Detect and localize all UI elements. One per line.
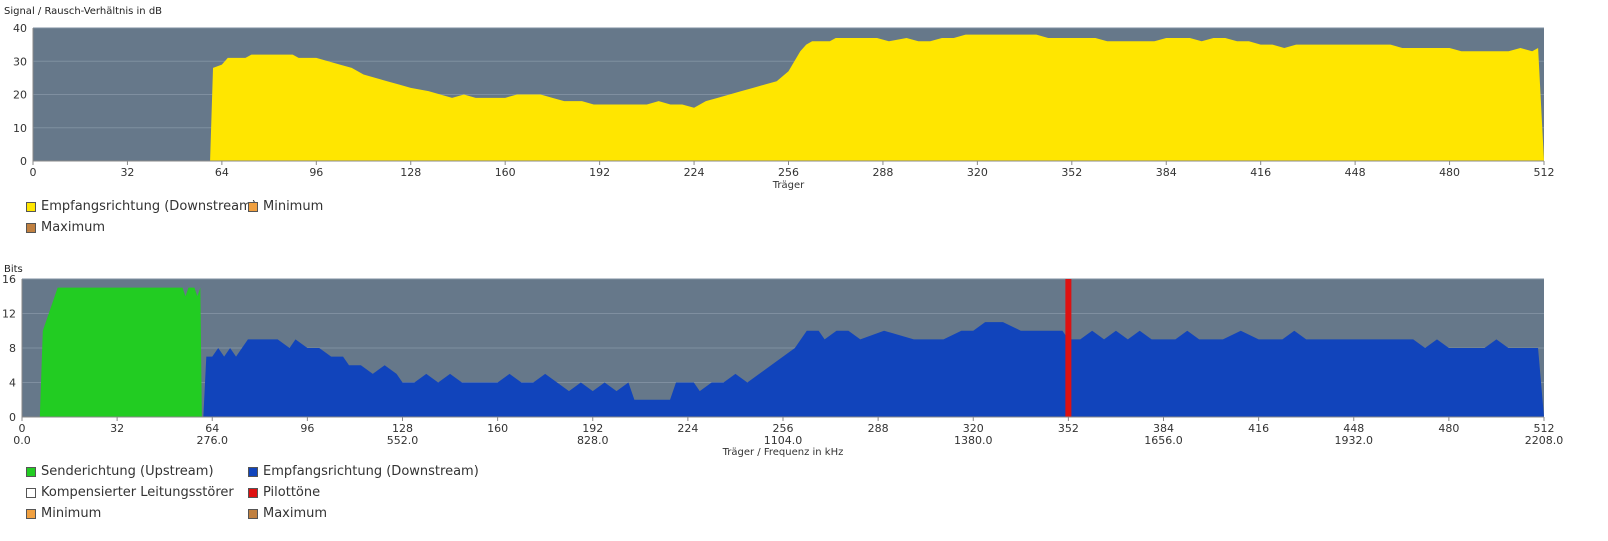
y-tick-label: 8 [9,342,16,355]
x-freq-tick-label: 1932.0 [1335,434,1374,447]
x-tick-label: 352 [1061,166,1082,179]
bits-ylabel: Bits [4,264,23,275]
x-tick-label: 96 [300,422,314,435]
y-tick-label: 4 [9,377,16,390]
x-tick-label: 224 [684,166,705,179]
x-tick-label: 96 [309,166,323,179]
series-area-empfangsrichtung-downstream- [210,34,1544,161]
snr-legend: Empfangsrichtung (Downstream) Minimum Maxi… [26,199,726,239]
legend-label: Minimum [263,199,324,214]
x-freq-tick-label: 1104.0 [764,434,803,447]
legend-item[interactable]: Kompensierter Leitungsstörer [26,485,234,500]
legend-item[interactable]: Pilottöne [248,485,320,500]
x-tick-label: 192 [582,422,603,435]
x-tick-label: 256 [773,422,794,435]
x-tick-label: 160 [487,422,508,435]
legend-swatch [248,466,258,477]
x-tick-label: 64 [215,166,229,179]
x-tick-label: 32 [110,422,124,435]
y-tick-label: 20 [13,89,27,102]
pilot-tone-bar [1065,279,1072,417]
x-tick-label: 0 [19,422,26,435]
x-tick-label: 64 [205,422,219,435]
x-freq-tick-label: 2208.0 [1525,434,1564,447]
x-freq-tick-label: 0.0 [13,434,31,447]
legend-item[interactable]: Empfangsrichtung (Downstream) [248,464,479,479]
legend-swatch [248,201,258,212]
x-tick-label: 512 [1534,422,1555,435]
x-tick-label: 448 [1343,422,1364,435]
x-tick-label: 480 [1438,422,1459,435]
snr-chart: 0 10 20 30 40 0 32 64 96 128 160 192 224 256 288 320 352… [13,22,1555,191]
legend-swatch [26,487,36,498]
x-tick-label: 480 [1439,166,1460,179]
x-tick-label: 512 [1534,166,1555,179]
y-tick-label: 10 [13,122,27,135]
x-tick-label: 448 [1345,166,1366,179]
y-tick-label: 16 [2,275,16,286]
y-tick-label: 30 [13,55,27,68]
x-tick-label: 0 [30,166,37,179]
x-tick-label: 320 [967,166,988,179]
legend-swatch [26,466,36,477]
series-area-empfangsrichtung-downstream- [203,322,1544,417]
legend-item[interactable]: Senderichtung (Upstream) [26,464,214,479]
legend-item[interactable]: Minimum [26,506,101,521]
x-tick-label: 160 [495,166,516,179]
x-tick-label: 352 [1058,422,1079,435]
legend-label: Maximum [41,220,106,235]
legend-item[interactable]: Minimum [248,199,323,214]
x-tick-label: 416 [1250,166,1271,179]
x-freq-tick-label: 828.0 [577,434,609,447]
x-tick-label: 128 [392,422,413,435]
x-freq-tick-label: 1656.0 [1144,434,1183,447]
legend-label: Empfangsrichtung (Downstream) [41,199,257,214]
legend-swatch [26,222,36,233]
legend-swatch [248,508,258,519]
x-tick-label: 224 [677,422,698,435]
legend-swatch [248,487,258,498]
legend-label: Minimum [41,506,102,521]
x-axis-label: Träger / Frequenz in kHz [722,447,844,458]
x-tick-label: 128 [400,166,421,179]
y-tick-label: 12 [2,308,16,321]
legend-item[interactable]: Maximum [26,220,105,235]
legend-label: Senderichtung (Upstream) [41,464,214,479]
legend-item[interactable]: Empfangsrichtung (Downstream) [26,199,257,214]
legend-item[interactable]: Maximum [248,506,327,521]
x-tick-label: 192 [589,166,610,179]
x-tick-label: 384 [1156,166,1177,179]
x-freq-tick-label: 1380.0 [954,434,993,447]
series-area-senderichtung-upstream- [39,287,202,417]
legend-label: Kompensierter Leitungsstörer [41,485,234,500]
bits-legend: Senderichtung (Upstream) Empfangsrichtung… [26,464,726,534]
x-tick-label: 256 [778,166,799,179]
x-tick-label: 288 [868,422,889,435]
y-tick-label: 0 [9,411,16,424]
legend-swatch [26,508,36,519]
x-freq-tick-label: 552.0 [387,434,419,447]
x-tick-label: 416 [1248,422,1269,435]
legend-label: Pilottöne [263,485,321,500]
x-tick-label: 384 [1153,422,1174,435]
x-tick-label: 320 [963,422,984,435]
legend-label: Maximum [263,506,328,521]
x-tick-label: 32 [120,166,134,179]
x-freq-tick-label: 276.0 [197,434,229,447]
snr-ylabel: Signal / Rausch-Verhältnis in dB [4,6,163,17]
x-tick-label: 288 [872,166,893,179]
y-tick-label: 40 [13,22,27,35]
x-axis-label: Träger [772,180,805,191]
legend-label: Empfangsrichtung (Downstream) [263,464,479,479]
y-tick-label: 0 [20,155,27,168]
legend-swatch [26,201,36,212]
